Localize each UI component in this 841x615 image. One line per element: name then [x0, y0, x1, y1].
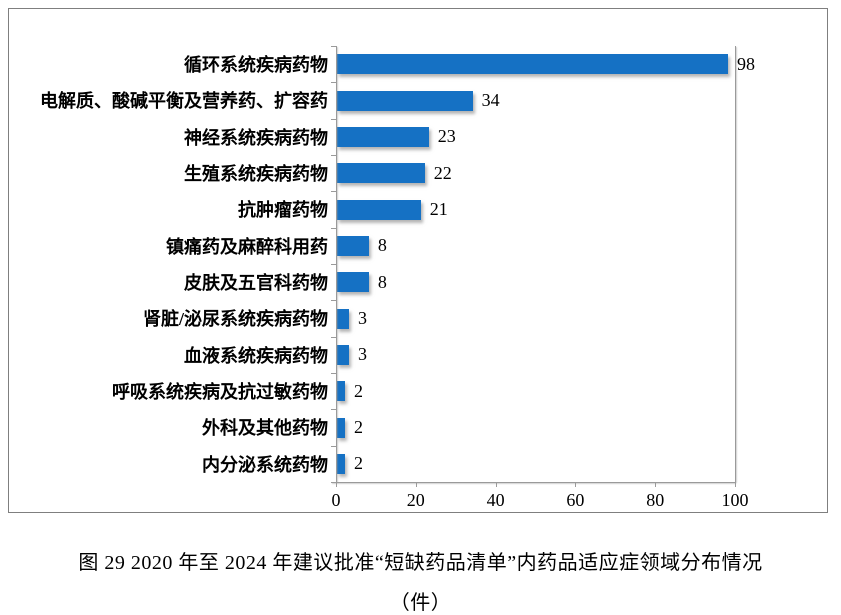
y-axis-tick [331, 82, 336, 84]
category-label: 循环系统疾病药物 [184, 55, 328, 76]
x-axis-tick [575, 482, 577, 487]
y-axis-line [336, 46, 337, 482]
data-label: 8 [377, 271, 387, 292]
data-label: 8 [377, 235, 387, 256]
bar [337, 272, 369, 293]
y-axis-tick [331, 155, 336, 156]
x-axis-tick-label: 40 [486, 490, 505, 510]
bar [337, 199, 421, 220]
x-axis-tick-label: 20 [406, 490, 425, 510]
data-label: 3 [357, 307, 367, 328]
x-axis-tick-label: 80 [646, 490, 665, 510]
bar [337, 126, 429, 147]
data-label: 3 [357, 344, 367, 365]
bar [337, 90, 473, 111]
bar [337, 308, 349, 329]
category-label: 内分泌系统药物 [202, 454, 328, 475]
data-label: 2 [353, 453, 363, 474]
data-label: 2 [353, 416, 363, 437]
x-axis-tick [655, 482, 657, 487]
y-axis-tick [331, 445, 336, 447]
category-label: 神经系统疾病药物 [184, 127, 328, 148]
y-axis-tick [331, 118, 336, 120]
category-label: 呼吸系统疾病及抗过敏药物 [112, 382, 328, 403]
data-label: 2 [353, 380, 363, 401]
y-axis-tick [331, 191, 336, 193]
x-axis-tick-label: 100 [721, 490, 749, 510]
data-label: 34 [481, 89, 500, 110]
category-label: 肾脏/泌尿系统疾病药物 [143, 309, 328, 330]
data-label: 98 [737, 53, 756, 74]
x-axis-line [331, 482, 735, 483]
category-label: 血液系统疾病药物 [184, 345, 328, 366]
y-axis-tick [331, 46, 336, 47]
x-axis-tick [415, 482, 417, 487]
data-label: 23 [437, 126, 456, 147]
y-axis-tick [331, 336, 336, 338]
figure-caption-line2: （件） [389, 592, 452, 614]
x-axis-tick [735, 482, 736, 487]
figure-caption-line1: 图 29 2020 年至 2024 年建议批准“短缺药品清单”内药品适应症领域分… [78, 552, 763, 574]
bar [337, 453, 345, 474]
bar [337, 417, 345, 438]
x-axis-tick-label: 0 [331, 490, 341, 510]
gridline-100 [735, 46, 736, 482]
y-axis-tick [331, 264, 336, 265]
x-axis-tick [495, 482, 497, 487]
y-axis-tick [331, 482, 336, 483]
bar [337, 54, 729, 75]
bar [337, 344, 349, 365]
x-axis-tick-label: 60 [566, 490, 585, 510]
category-label: 抗肿瘤药物 [238, 200, 328, 221]
category-label: 电解质、酸碱平衡及营养药、扩容药 [40, 91, 328, 112]
data-label: 21 [429, 198, 448, 219]
category-label: 皮肤及五官科药物 [184, 273, 328, 294]
y-axis-tick [331, 300, 336, 302]
category-label: 镇痛药及麻醉科用药 [166, 236, 328, 257]
category-label: 外科及其他药物 [202, 418, 328, 439]
category-label: 生殖系统疾病药物 [184, 164, 328, 185]
y-axis-tick [331, 409, 336, 411]
x-axis-tick [336, 482, 337, 487]
y-axis-tick [331, 373, 336, 374]
bar [337, 235, 369, 256]
bar [337, 163, 425, 184]
y-axis-tick [331, 227, 336, 229]
data-label: 22 [433, 162, 452, 183]
bar [337, 381, 345, 402]
